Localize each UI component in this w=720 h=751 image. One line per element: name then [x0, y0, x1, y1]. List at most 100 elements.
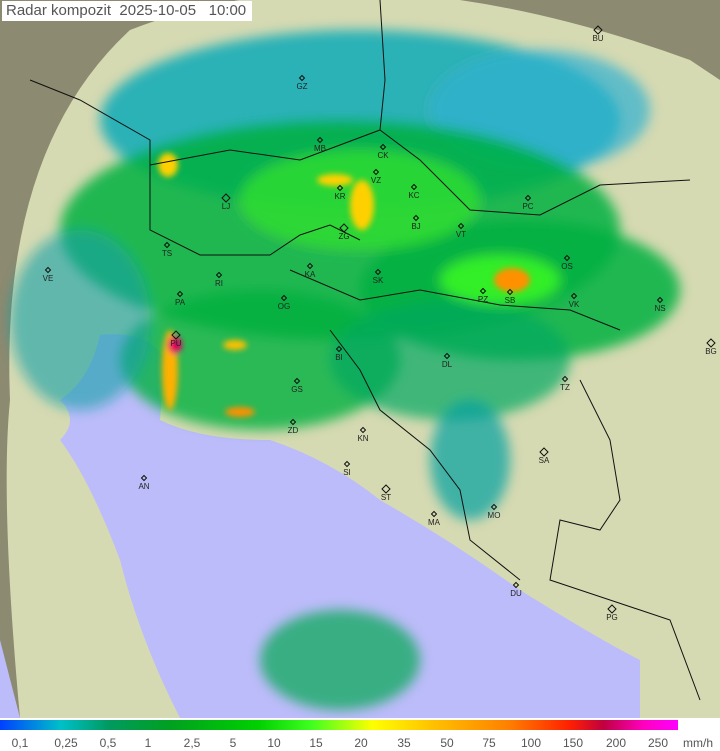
- city-label: PU: [170, 339, 181, 348]
- city-label: SA: [539, 456, 550, 465]
- legend-tick: 200: [605, 736, 627, 750]
- legend-tick: 20: [354, 736, 368, 750]
- city-label: SB: [505, 296, 516, 305]
- legend-tick: 0,25: [54, 736, 78, 750]
- city-label: TZ: [560, 383, 570, 392]
- city-label: GS: [291, 385, 303, 394]
- city-marker: [539, 447, 549, 457]
- city-marker: [343, 460, 351, 468]
- city-marker: [171, 330, 181, 340]
- city-label: BJ: [411, 222, 420, 231]
- legend-tick: 100: [520, 736, 542, 750]
- city-marker: [374, 268, 382, 276]
- city-label: SK: [373, 276, 384, 285]
- city-label: VZ: [371, 176, 381, 185]
- legend-tick: 15: [309, 736, 323, 750]
- city-marker: [221, 193, 231, 203]
- city-marker: [410, 183, 418, 191]
- city-marker: [457, 222, 465, 230]
- city-label: ZD: [288, 426, 299, 435]
- legend: 0,1 0,25 0,5 1 2,5 5 10 15 20 35 50 75 100 150 200 250 m…: [0, 718, 720, 751]
- city-label: TS: [162, 249, 172, 258]
- city-marker: [570, 292, 578, 300]
- city-marker: [379, 143, 387, 151]
- legend-tick: 35: [397, 736, 411, 750]
- city-marker: [280, 294, 288, 302]
- heavy-echoes: [158, 153, 530, 417]
- sea: [0, 334, 640, 718]
- city-marker: [479, 287, 487, 295]
- legend-tick: 5: [229, 736, 237, 750]
- city-marker: [593, 25, 603, 35]
- city-label: LJ: [222, 202, 230, 211]
- city-label: OS: [561, 262, 573, 271]
- city-label: VE: [43, 274, 54, 283]
- city-marker: [490, 503, 498, 511]
- city-label: BG: [705, 347, 717, 356]
- city-label: AN: [138, 482, 149, 491]
- city-marker: [412, 214, 420, 222]
- city-marker: [306, 262, 314, 270]
- legend-tick: 150: [562, 736, 584, 750]
- legend-ticks: 0,1 0,25 0,5 1 2,5 5 10 15 20 35 50 75 100 150 200 250 m…: [0, 736, 720, 750]
- city-label: GZ: [296, 82, 307, 91]
- city-marker: [44, 266, 52, 274]
- city-marker: [512, 581, 520, 589]
- legend-tick: 1: [144, 736, 152, 750]
- legend-tick: 0,5: [99, 736, 117, 750]
- city-label: VK: [569, 300, 580, 309]
- city-label: MO: [488, 511, 501, 520]
- borders: [29, 0, 701, 701]
- city-label: RI: [215, 279, 223, 288]
- city-label: KA: [305, 270, 316, 279]
- city-marker: [443, 352, 451, 360]
- city-marker: [359, 426, 367, 434]
- legend-tick: 0,1: [11, 736, 29, 750]
- city-marker: [289, 418, 297, 426]
- city-label: ZG: [338, 232, 349, 241]
- city-marker: [316, 136, 324, 144]
- legend-tick: 10: [267, 736, 281, 750]
- map-title: Radar kompozit 2025-10-05 10:00: [2, 1, 253, 21]
- city-marker: [563, 254, 571, 262]
- city-marker: [372, 168, 380, 176]
- city-marker: [506, 288, 514, 296]
- legend-tick: 50: [440, 736, 454, 750]
- city-label: PC: [522, 202, 533, 211]
- legend-tick: 2,5: [183, 736, 201, 750]
- city-marker: [656, 296, 664, 304]
- city-marker: [561, 375, 569, 383]
- city-marker: [176, 290, 184, 298]
- city-label: NS: [654, 304, 665, 313]
- radar-map[interactable]: BU GZ MB CK VZ KR KC PC LJ ZG BJ VT TS VE RI KA SK OS PA OG…: [0, 0, 720, 718]
- city-label: PZ: [478, 295, 488, 304]
- city-label: VT: [456, 230, 466, 239]
- city-label: DU: [510, 589, 522, 598]
- city-label: KC: [408, 191, 419, 200]
- city-label: BI: [335, 353, 343, 362]
- city-label: SI: [343, 468, 351, 477]
- city-marker: [140, 474, 148, 482]
- city-label: MB: [314, 144, 326, 153]
- city-marker: [430, 510, 438, 518]
- city-marker: [381, 484, 391, 494]
- city-label: BU: [592, 34, 603, 43]
- city-marker: [706, 338, 716, 348]
- city-label: DL: [442, 360, 453, 369]
- city-marker: [607, 604, 617, 614]
- city-label: MA: [428, 518, 441, 527]
- city-label: KN: [357, 434, 368, 443]
- city-label: PG: [606, 613, 618, 622]
- city-label: KR: [334, 192, 345, 201]
- city-marker: [293, 377, 301, 385]
- legend-tick: 250: [647, 736, 669, 750]
- city-label: OG: [278, 302, 290, 311]
- legend-unit: mm/h: [683, 736, 713, 750]
- city-marker: [298, 74, 306, 82]
- city-marker: [335, 345, 343, 353]
- color-scale-bar: [0, 720, 678, 730]
- city-marker: [336, 184, 344, 192]
- city-marker: [215, 271, 223, 279]
- city-marker: [524, 194, 532, 202]
- city-label: ST: [381, 493, 391, 502]
